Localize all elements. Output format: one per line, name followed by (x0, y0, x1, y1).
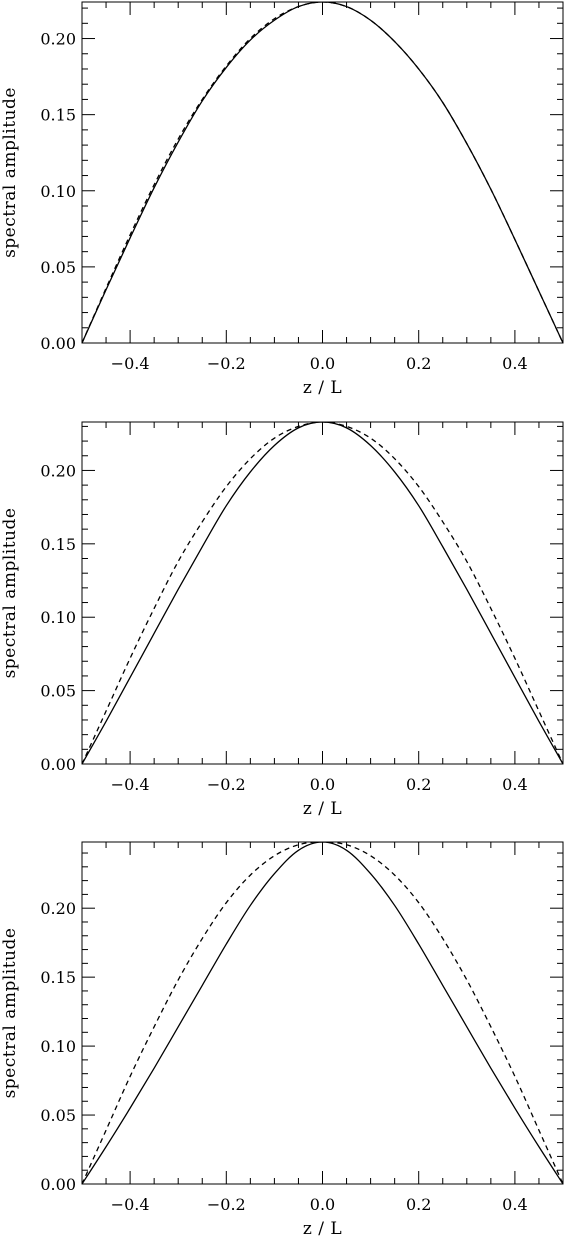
y-tick-label: 0.00 (40, 334, 76, 353)
solid-series-line (82, 422, 563, 764)
x-tick-label: 0.2 (406, 354, 431, 373)
chart-panel-top: −0.4 −0.2 0.0 0.2 0.4 0.00 0.05 0.10 0.15 0.20 z /… (0, 1, 564, 398)
plot-frame (81, 1, 564, 344)
x-tick-label: −0.2 (207, 775, 246, 794)
x-tick-label: −0.2 (207, 1195, 246, 1214)
chart-panel-bottom: −0.4 −0.2 0.0 0.2 0.4 0.00 0.05 0.10 0.15 0.20 z /… (0, 841, 564, 1239)
x-tick-label: 0.2 (406, 775, 431, 794)
x-tick-label: −0.4 (111, 1195, 150, 1214)
x-tick-label: 0.0 (310, 1195, 335, 1214)
y-tick-label: 0.15 (40, 535, 76, 554)
x-tick-label: −0.2 (207, 354, 246, 373)
y-axis-title: spectral amplitude (0, 87, 20, 258)
y-tick-label: 0.15 (40, 968, 76, 987)
solid-series-line (82, 2, 563, 343)
dashed-series-line (82, 422, 563, 764)
plot-frame (81, 421, 564, 765)
dashed-series-line (82, 842, 563, 1184)
y-tick-label: 0.20 (40, 30, 76, 49)
x-axis-title: z / L (303, 799, 342, 819)
x-tick-label: 0.4 (502, 775, 527, 794)
y-axis-title: spectral amplitude (0, 928, 20, 1099)
x-tick-label: 0.0 (310, 775, 335, 794)
plot-frame (81, 841, 564, 1185)
x-tick-label: −0.4 (111, 775, 150, 794)
x-axis-title: z / L (303, 1219, 342, 1239)
y-tick-label: 0.10 (40, 608, 76, 627)
dashed-series-line (82, 2, 563, 343)
y-tick-label: 0.15 (40, 106, 76, 125)
y-tick-label: 0.00 (40, 755, 76, 774)
y-tick-label: 0.05 (40, 1106, 76, 1125)
y-tick-label: 0.05 (40, 258, 76, 277)
y-axis-title: spectral amplitude (0, 508, 20, 679)
x-tick-label: 0.0 (310, 354, 335, 373)
x-tick-label: 0.2 (406, 1195, 431, 1214)
y-tick-label: 0.05 (40, 682, 76, 701)
x-axis-title: z / L (303, 378, 342, 398)
y-tick-label: 0.00 (40, 1175, 76, 1194)
solid-series-line (82, 842, 563, 1184)
chart-panel-middle: −0.4 −0.2 0.0 0.2 0.4 0.00 0.05 0.10 0.15 0.20 z /… (0, 421, 564, 819)
y-tick-label: 0.20 (40, 461, 76, 480)
y-tick-label: 0.20 (40, 899, 76, 918)
y-tick-label: 0.10 (40, 1037, 76, 1056)
x-tick-label: −0.4 (111, 354, 150, 373)
y-tick-label: 0.10 (40, 182, 76, 201)
x-tick-label: 0.4 (502, 354, 527, 373)
x-tick-label: 0.4 (502, 1195, 527, 1214)
